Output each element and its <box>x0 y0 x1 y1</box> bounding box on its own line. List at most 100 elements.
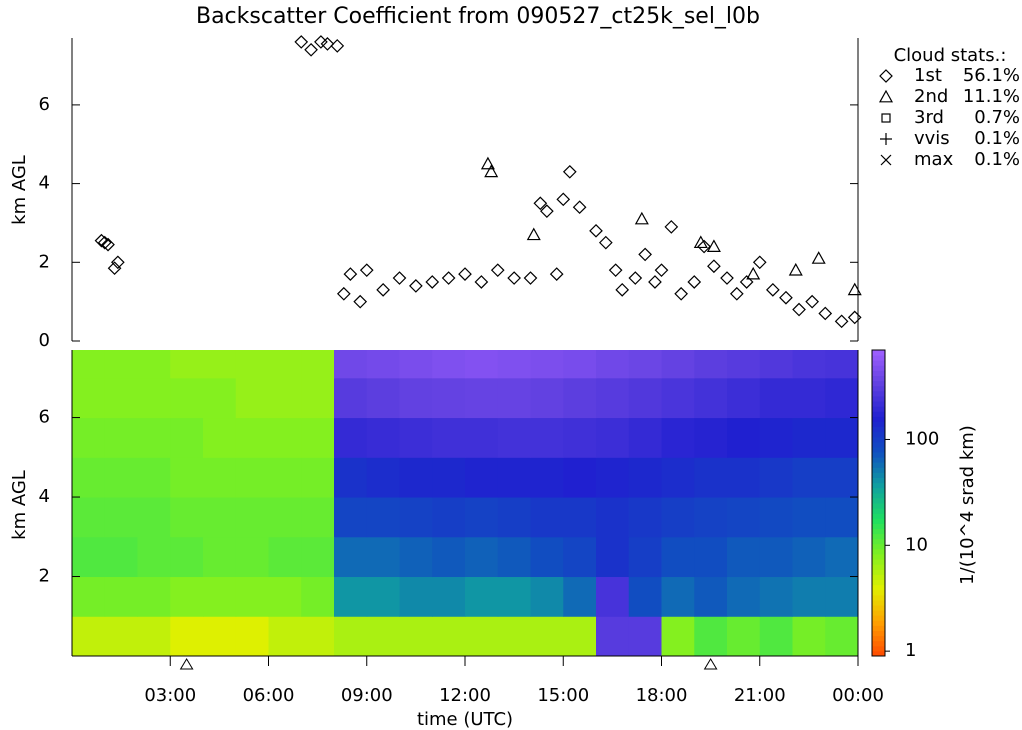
heatmap-cell <box>694 497 728 538</box>
heatmap-cell <box>268 497 302 538</box>
heatmap-cell <box>203 497 237 538</box>
legend-value: 0.7% <box>974 107 1020 128</box>
heatmap-cell <box>563 536 597 578</box>
heatmap-cell <box>563 457 597 498</box>
colorbar-segment <box>872 390 885 397</box>
heatmap-cell <box>628 457 662 498</box>
point <box>746 266 761 280</box>
heatmap-cell <box>628 417 662 458</box>
heatmap-cell <box>235 457 269 498</box>
heatmap-cell <box>334 536 368 578</box>
colorbar-segment <box>872 431 885 438</box>
heatmap-cell <box>596 377 630 419</box>
heatmap-cell <box>334 497 368 538</box>
heatmap-cell <box>563 497 597 538</box>
heatmap-cell <box>661 616 695 657</box>
colorbar-segment <box>872 625 885 631</box>
legend-title: Cloud stats.: <box>894 45 1007 66</box>
heatmap-cell <box>530 377 564 419</box>
heatmap-cell <box>72 497 106 538</box>
heatmap-cell <box>497 377 531 419</box>
heatmap-cell <box>596 417 630 458</box>
heatmap-cell <box>792 350 826 379</box>
legend-label: max <box>914 149 954 170</box>
heatmap-cell <box>399 497 433 538</box>
point <box>847 310 862 325</box>
heatmap-cell <box>72 350 106 379</box>
heatmap-cell <box>628 576 662 617</box>
heatmap-cell <box>497 350 531 379</box>
heatmap-cell <box>235 536 269 578</box>
point <box>320 37 335 51</box>
heatmap-cell <box>137 616 171 657</box>
colorbar-segment <box>872 365 885 371</box>
heatmap-cell <box>825 576 859 617</box>
heatmap-cell <box>596 536 630 578</box>
colorbar-segment <box>872 426 885 433</box>
legend-label: vvis <box>914 128 950 149</box>
heatmap-cell <box>465 536 499 578</box>
legend-label: 3rd <box>914 107 944 128</box>
heatmap-cell <box>759 576 793 617</box>
heatmap-cell <box>170 616 204 657</box>
heatmap-cell <box>268 536 302 578</box>
heatmap-cell <box>137 497 171 538</box>
point <box>834 314 849 329</box>
heatmap-cell <box>727 457 761 498</box>
colorbar-frame <box>871 349 886 657</box>
heatmap-cell <box>72 457 106 498</box>
heatmap-cell <box>170 350 204 379</box>
heatmap-cell <box>628 350 662 379</box>
colorbar-segment <box>872 579 885 586</box>
colorbar-segment <box>872 543 885 550</box>
colorbar-segment <box>872 640 885 647</box>
heatmap-cell <box>727 417 761 458</box>
heatmap-cell <box>694 417 728 458</box>
colorbar-segment <box>872 589 885 596</box>
colorbar-segment <box>872 477 885 484</box>
heatmap-cell <box>727 350 761 379</box>
heatmap-cell <box>104 616 138 657</box>
heatmap-cell <box>104 377 138 419</box>
heatmap-cell <box>825 350 859 379</box>
heatmap-cell <box>432 457 466 498</box>
heatmap-cell <box>694 350 728 379</box>
heatmap-cell <box>301 497 335 538</box>
point <box>353 294 368 309</box>
colorbar-segment <box>872 508 885 514</box>
colorbar-segment <box>872 599 885 606</box>
point <box>97 235 112 250</box>
legend-symbol <box>881 113 891 123</box>
heatmap-cell <box>661 350 695 379</box>
point <box>484 164 499 178</box>
heatmap-cell <box>661 497 695 538</box>
heatmap-cell <box>694 536 728 578</box>
point <box>359 263 374 278</box>
point <box>523 271 538 285</box>
legend-label: 2nd <box>914 86 948 107</box>
colorbar-segment <box>872 569 885 575</box>
colorbar-segment <box>872 538 885 545</box>
heatmap-cell <box>399 576 433 617</box>
colorbar-label: 1/(10^4 srad km) <box>957 425 978 585</box>
colorbar-segment <box>872 492 885 499</box>
heatmap-cell <box>759 497 793 538</box>
point <box>648 275 662 289</box>
point <box>779 290 793 305</box>
heatmap-cell <box>203 417 237 458</box>
heatmap-cell <box>399 417 433 458</box>
chart-title: Backscatter Coefficient from 090527_ct25… <box>196 4 760 29</box>
heatmap-cell <box>563 616 597 657</box>
heatmap-cell <box>235 377 269 419</box>
heatmap-cell <box>72 576 106 617</box>
x-tick-label: 03:00 <box>144 685 196 706</box>
colorbar-tick-label: 1 <box>905 640 916 661</box>
colorbar-segment <box>872 610 885 616</box>
colorbar-segment <box>872 635 885 642</box>
heatmap-cell <box>497 536 531 578</box>
heatmap-cell <box>334 616 368 657</box>
point <box>697 239 711 254</box>
heatmap-cell <box>432 417 466 458</box>
point <box>94 233 109 248</box>
heatmap-cell <box>694 576 728 617</box>
